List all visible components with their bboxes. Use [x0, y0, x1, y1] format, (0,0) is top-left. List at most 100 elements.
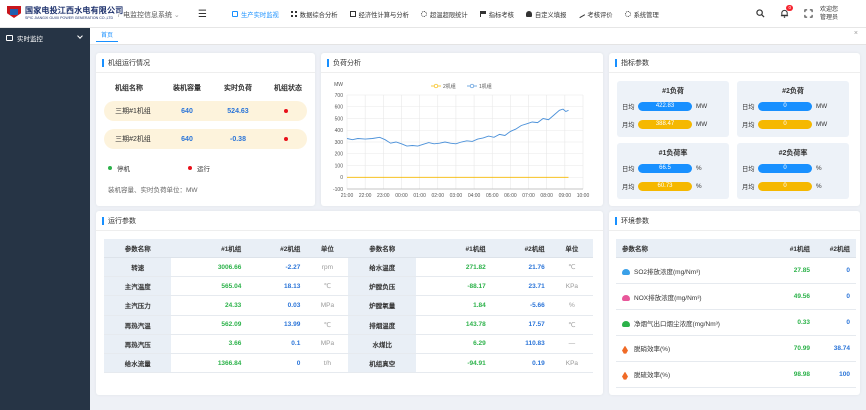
- table-cell: 562.09: [171, 316, 248, 335]
- table-cell: t/h: [306, 354, 349, 374]
- table-cell: 18.13: [247, 277, 307, 297]
- table-cell: 38.74: [816, 336, 856, 362]
- nav-item-7[interactable]: 系统管理: [619, 0, 665, 28]
- menu-toggle-icon[interactable]: ☰: [198, 9, 207, 20]
- indicator-title: #2负荷: [782, 88, 804, 95]
- settings-icon: [624, 11, 631, 17]
- table-cell: 0: [247, 354, 307, 374]
- x-tick-label: 05:00: [486, 193, 499, 199]
- indicator-value: 422.83: [638, 102, 692, 111]
- close-icon[interactable]: ×: [853, 30, 858, 37]
- unit-capacity: 640: [181, 135, 193, 143]
- env-param-name: SO2排放浓度(mg/Nm³): [634, 268, 701, 276]
- gear-icon: [420, 11, 427, 17]
- load-analysis-panel: 负荷分析 -100 0 100 200 300 400 500 600 700 21:00 22:0…: [321, 53, 603, 206]
- unit-capacity: 640: [181, 107, 193, 115]
- tab-home[interactable]: 首页: [96, 31, 119, 42]
- table-cell: -94.91: [415, 354, 492, 374]
- table-cell: 0: [816, 284, 856, 310]
- table-cell: 27.85: [766, 258, 816, 284]
- series-line: [346, 108, 569, 147]
- legend-dot-green-icon: [108, 166, 112, 170]
- unit-load: 524.63: [227, 107, 249, 115]
- rocket-icon: [622, 371, 628, 380]
- nav-item-label: 生产实时监视: [241, 11, 279, 19]
- indicator-value: 0: [758, 164, 812, 173]
- indicator-value: 66.5: [638, 164, 692, 173]
- col-header: 机组名称: [115, 85, 143, 92]
- logo-en-text: SPIC JIANGXI GUIXI POWER GENERATION CO.,…: [25, 15, 114, 20]
- indicator-value: 388.47: [638, 120, 692, 129]
- indicator-row: 月均 60.73%: [622, 182, 702, 191]
- y-axis-label: MW: [334, 82, 343, 88]
- nav-item-5[interactable]: 自定义填报: [520, 0, 572, 28]
- chevron-down-icon[interactable]: ⌄: [173, 12, 180, 19]
- nav-item-2[interactable]: 经济性计算与分析: [344, 0, 415, 28]
- indicator-box: #1负荷 日均 422.83 MW 月均 388.47 MW: [617, 81, 729, 137]
- run-params-panel: 运行参数 参数名称 #1机组 #2机组 单位 参数名称 #1机组 #2机组 单位 转速 3006.…: [96, 211, 603, 395]
- sidebar-item-realtime-monitor[interactable]: 实时监控: [0, 28, 90, 48]
- indicator-label: 月均: [742, 184, 755, 191]
- table-cell: 排烟温度: [348, 315, 416, 335]
- indicator-value: 60.73: [638, 182, 692, 191]
- nav-item-4[interactable]: 指标考核: [474, 0, 520, 28]
- nav-item-0[interactable]: 生产实时监视: [226, 0, 285, 28]
- chimney-icon: [622, 320, 630, 327]
- table-cell: 0: [816, 258, 856, 284]
- indicator-label: 月均: [742, 122, 755, 129]
- indicator-unit: MW: [816, 103, 828, 110]
- table-cell: 3.66: [171, 335, 248, 354]
- indicator-box: #2负荷率 日均 0% 月均 0%: [737, 143, 849, 199]
- monitor-icon: [232, 11, 238, 17]
- fullscreen-icon[interactable]: [796, 8, 820, 20]
- table-row: 主汽压力 24.33 0.03 MPa 炉膛氧量 1.84 -5.66%: [104, 296, 593, 316]
- table-cell: MPa: [306, 335, 349, 354]
- table-row: 净烟气出口烟尘浓度(mg/Nm³) 0.33 0: [616, 310, 856, 336]
- nav-item-3[interactable]: 超温超限统计: [415, 0, 474, 28]
- col-header: 单位: [306, 239, 349, 258]
- indicator-label: 日均: [742, 166, 755, 173]
- calculator-icon: [349, 11, 356, 17]
- indicator-label: 月均: [622, 122, 635, 129]
- table-cell: -2.27: [247, 258, 307, 278]
- search-icon[interactable]: [748, 8, 772, 20]
- x-tick-label: 22:00: [359, 193, 372, 199]
- y-tick-label: 600: [335, 105, 344, 111]
- logo-mark-icon: [6, 4, 22, 20]
- legend-label: 1机组: [479, 83, 492, 90]
- run-params-table: 参数名称 #1机组 #2机组 单位 参数名称 #1机组 #2机组 单位 转速 3006.66 -2.…: [104, 239, 593, 374]
- legend-label: 停机: [117, 166, 130, 173]
- nav-item-6[interactable]: 考核评价: [572, 0, 618, 28]
- table-cell: 0: [816, 310, 856, 336]
- y-tick-label: 300: [335, 140, 344, 146]
- table-cell: 主汽温度: [104, 277, 172, 297]
- table-cell: 再热汽温: [104, 315, 172, 335]
- table-cell: 0.1: [247, 335, 307, 354]
- y-tick-label: 700: [335, 93, 344, 99]
- table-cell: 0.33: [766, 310, 816, 336]
- col-header: #1机组: [171, 239, 248, 258]
- table-row: 脱硝效率(%) 70.99 38.74: [616, 336, 856, 362]
- col-header: #2机组: [816, 239, 856, 258]
- y-tick-label: -100: [333, 187, 343, 193]
- nav-item-1[interactable]: 数据综合分析: [285, 0, 344, 28]
- welcome-text: 欢迎您: [820, 7, 839, 13]
- unit-row: 三期#1机组 640 524.63: [104, 101, 307, 121]
- nav-item-label: 指标考核: [488, 11, 514, 19]
- y-tick-label: 400: [335, 128, 344, 134]
- panel-title: 指标参数: [609, 53, 860, 73]
- user-menu[interactable]: 欢迎您 管理员: [820, 6, 866, 22]
- col-header: #2机组: [491, 239, 551, 258]
- panel-title: 机组运行情况: [96, 53, 315, 73]
- indicator-box: #2负荷 日均 0 MW 月均 0 MW: [737, 81, 849, 137]
- indicator-title: #2负荷率: [778, 150, 808, 157]
- col-header: 机组状态: [274, 85, 302, 92]
- table-cell: 21.76: [491, 258, 551, 278]
- unit-status-panel: 机组运行情况 机组名称 装机容量 实时负荷 机组状态 三期#1机组 640 52…: [96, 53, 315, 206]
- table-cell: 110.83: [491, 335, 551, 354]
- indicator-unit: %: [696, 165, 702, 172]
- table-cell: 炉膛氧量: [348, 296, 416, 316]
- bell-icon[interactable]: 0: [772, 4, 796, 20]
- rocket-icon: [622, 345, 628, 354]
- table-cell: 565.04: [171, 277, 248, 297]
